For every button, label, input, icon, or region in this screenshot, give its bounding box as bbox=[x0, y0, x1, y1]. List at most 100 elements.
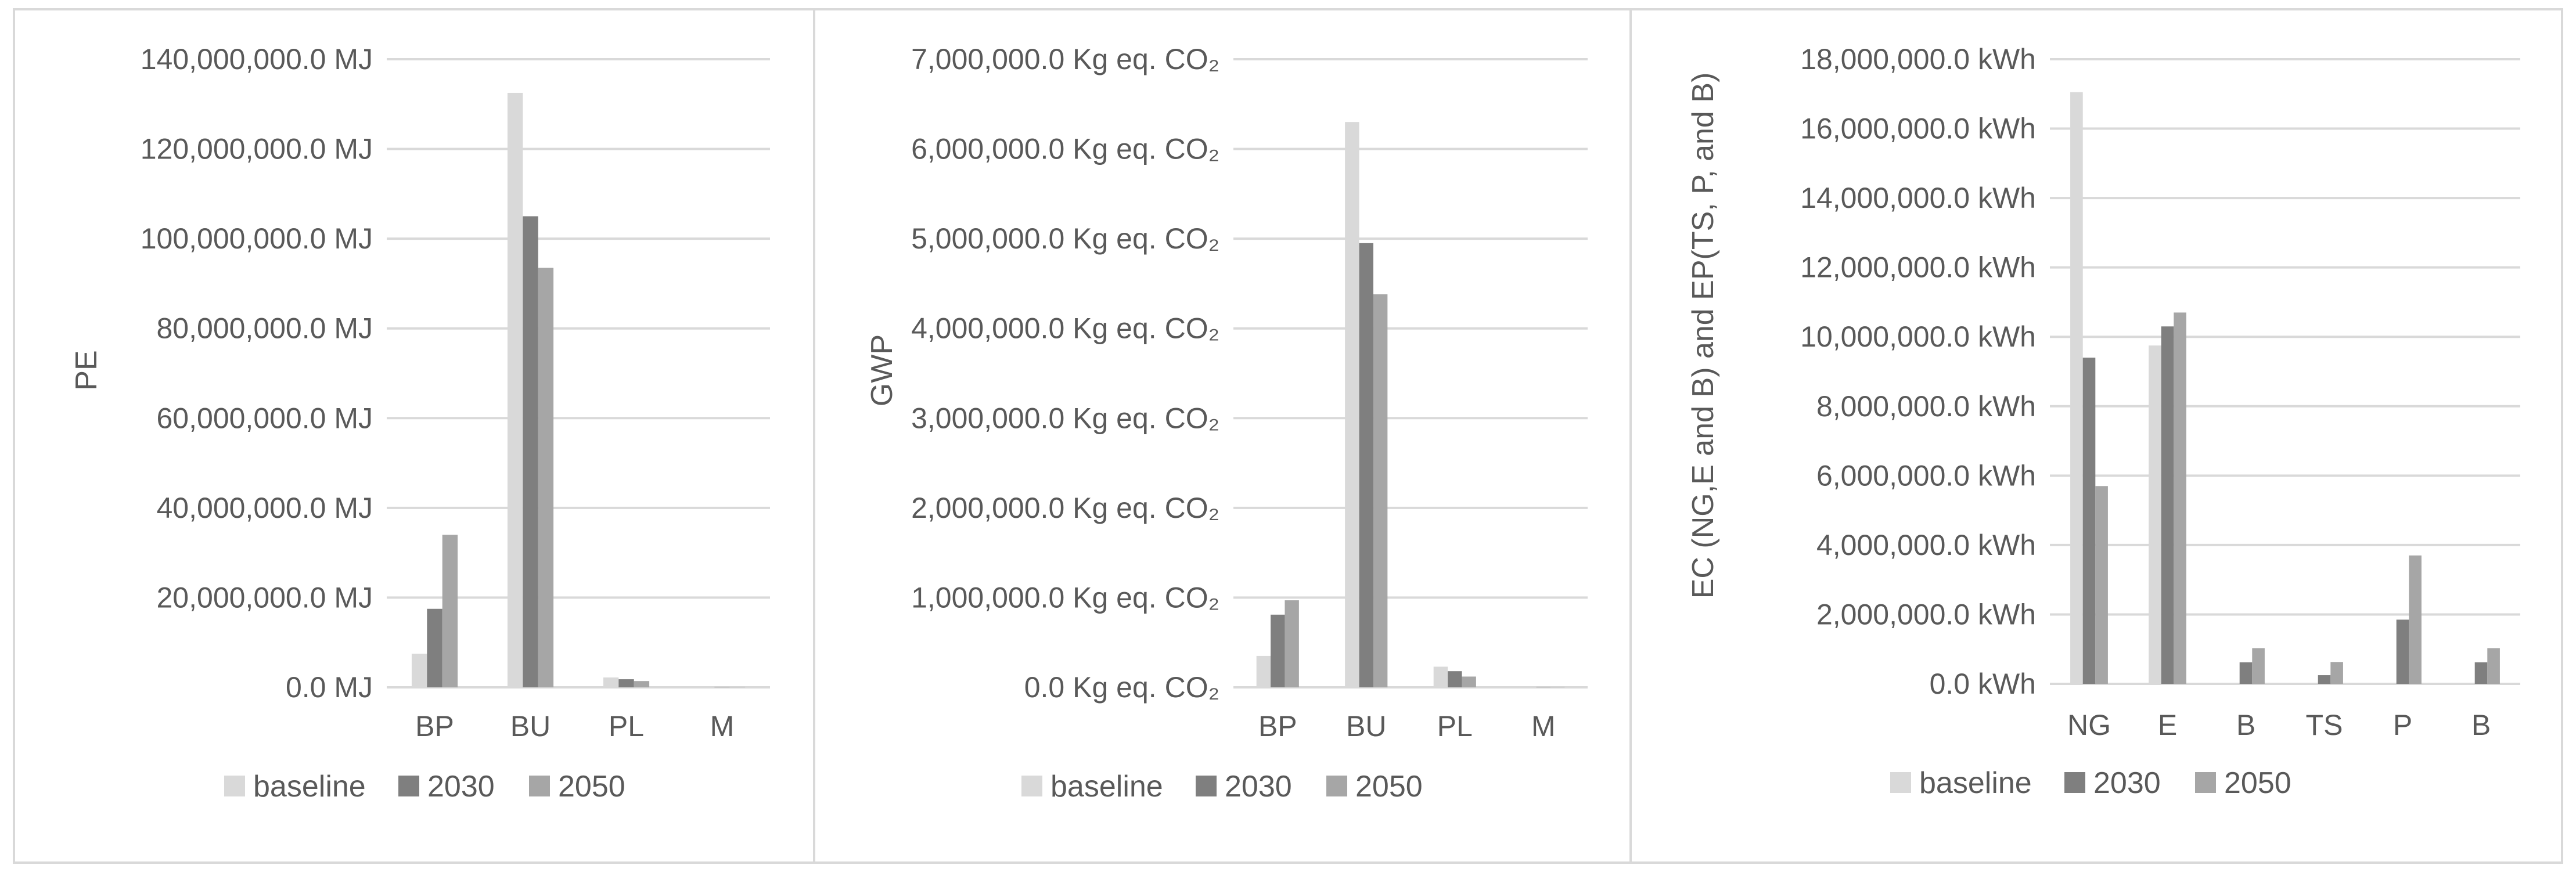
legend-swatch-baseline bbox=[1890, 772, 1911, 793]
legend-label-2050: 2050 bbox=[2224, 766, 2291, 800]
y-tick-label: 6,000,000.0 Kg eq. CO₂ bbox=[911, 133, 1219, 165]
y-tick-label: 4,000,000.0 Kg eq. CO₂ bbox=[911, 312, 1219, 345]
x-tick-label: B bbox=[2236, 709, 2255, 741]
y-tick-label: 60,000,000.0 MJ bbox=[157, 402, 373, 434]
ec-ep-chart: EC (NG,E and B) and EP(TS, P, and B) 0.0… bbox=[1686, 43, 2520, 800]
y-tick-label: 80,000,000.0 MJ bbox=[157, 312, 373, 345]
y-axis-title: GWP bbox=[865, 334, 899, 406]
bar-2050-e bbox=[2174, 312, 2186, 684]
y-tick-label: 0.0 MJ bbox=[286, 671, 373, 704]
y-tick-label: 2,000,000.0 Kg eq. CO₂ bbox=[911, 492, 1219, 524]
x-tick-label: NG bbox=[2067, 709, 2111, 741]
bar-baseline-m bbox=[699, 686, 715, 687]
y-tick-label: 4,000,000.0 kWh bbox=[1816, 529, 2036, 561]
bar-2030-b bbox=[2239, 662, 2253, 684]
bar-2030-bp bbox=[427, 608, 442, 687]
bar-2050-b bbox=[2487, 648, 2500, 684]
legend-label-2030: 2030 bbox=[427, 770, 495, 803]
x-tick-label: P bbox=[2393, 709, 2412, 741]
y-tick-label: 8,000,000.0 kWh bbox=[1816, 390, 2036, 423]
y-tick-label: 5,000,000.0 Kg eq. CO₂ bbox=[911, 222, 1219, 255]
x-tick-label: BU bbox=[1346, 710, 1386, 742]
x-tick-label: BP bbox=[415, 710, 454, 742]
legend-label-2050: 2050 bbox=[1355, 770, 1423, 803]
y-tick-label: 6,000,000.0 kWh bbox=[1816, 459, 2036, 492]
pe-chart: PE 0.0 MJ 20,000,000.0 MJ 40,000,000.0 MJ 6… bbox=[70, 43, 770, 803]
bar-baseline-m bbox=[1522, 686, 1537, 687]
y-tick-label: 140,000,000.0 MJ bbox=[141, 43, 373, 75]
legend-label-baseline: baseline bbox=[253, 770, 366, 803]
bar-2030-bp bbox=[1271, 614, 1285, 687]
x-tick-label: PL bbox=[1437, 710, 1473, 742]
bar-baseline-bu bbox=[507, 92, 523, 688]
bar-2030-b bbox=[2474, 662, 2488, 684]
legend-swatch-baseline bbox=[224, 776, 245, 796]
y-tick-label: 100,000,000.0 MJ bbox=[141, 222, 373, 255]
y-tick-label: 3,000,000.0 Kg eq. CO₂ bbox=[911, 402, 1219, 434]
chart-panel-gwp: GWP 0.0 Kg eq. CO₂ 1,000,000.0 Kg eq. CO₂… bbox=[813, 8, 1632, 864]
bar-2030-ts bbox=[2318, 675, 2331, 684]
bar-2050-pl bbox=[634, 681, 650, 687]
bar-baseline-e bbox=[2149, 345, 2161, 684]
x-tick-label: TS bbox=[2306, 709, 2343, 741]
gwp-chart: GWP 0.0 Kg eq. CO₂ 1,000,000.0 Kg eq. CO₂… bbox=[865, 43, 1588, 803]
y-tick-label: 14,000,000.0 kWh bbox=[1800, 182, 2036, 214]
y-axis-title: PE bbox=[70, 350, 103, 390]
bar-2050-pl bbox=[1462, 676, 1476, 687]
legend-label-baseline: baseline bbox=[1050, 770, 1163, 803]
bar-2050-ng bbox=[2095, 486, 2108, 684]
legend-swatch-baseline bbox=[1021, 776, 1042, 796]
bar-baseline-bp bbox=[1256, 655, 1271, 687]
legend-swatch-2050 bbox=[529, 776, 550, 796]
y-tick-label: 16,000,000.0 kWh bbox=[1800, 113, 2036, 145]
y-tick-label: 0.0 Kg eq. CO₂ bbox=[1024, 671, 1219, 704]
bar-baseline-bp bbox=[411, 654, 427, 687]
legend-label-2050: 2050 bbox=[558, 770, 625, 803]
bar-2030-e bbox=[2161, 326, 2174, 684]
bar-baseline-bu bbox=[1345, 122, 1359, 687]
y-tick-label: 10,000,000.0 kWh bbox=[1800, 320, 2036, 353]
bar-2050-p bbox=[2409, 555, 2422, 684]
y-axis-title: EC (NG,E and B) and EP(TS, P, and B) bbox=[1686, 73, 1720, 599]
legend-swatch-2030 bbox=[398, 776, 419, 796]
x-tick-label: M bbox=[710, 710, 735, 742]
bar-2030-bu bbox=[523, 216, 538, 687]
x-tick-label: B bbox=[2471, 709, 2491, 741]
y-tick-label: 20,000,000.0 MJ bbox=[157, 581, 373, 614]
y-tick-label: 12,000,000.0 kWh bbox=[1800, 251, 2036, 284]
legend-label-2030: 2030 bbox=[2093, 766, 2161, 800]
legend-label-2030: 2030 bbox=[1225, 770, 1292, 803]
bar-baseline-pl bbox=[1433, 666, 1448, 687]
legend-swatch-2050 bbox=[2195, 772, 2216, 793]
bar-2030-pl bbox=[618, 679, 634, 687]
bar-baseline-ng bbox=[2070, 92, 2083, 684]
y-tick-label: 120,000,000.0 MJ bbox=[141, 133, 373, 165]
bar-baseline-pl bbox=[603, 677, 619, 687]
bar-2030-pl bbox=[1448, 671, 1462, 687]
bar-2030-ng bbox=[2082, 358, 2096, 684]
y-tick-label: 1,000,000.0 Kg eq. CO₂ bbox=[911, 581, 1219, 614]
y-tick-label: 40,000,000.0 MJ bbox=[157, 492, 373, 524]
bar-2050-bu bbox=[1373, 294, 1388, 687]
x-tick-label: PL bbox=[609, 710, 644, 742]
y-tick-label: 18,000,000.0 kWh bbox=[1800, 43, 2036, 75]
bar-2050-ts bbox=[2330, 662, 2343, 684]
chart-panel-ec-ep: EC (NG,E and B) and EP(TS, P, and B) 0.0… bbox=[1629, 8, 2563, 864]
legend-label-baseline: baseline bbox=[1919, 766, 2032, 800]
bar-2050-bp bbox=[1285, 600, 1299, 687]
bar-2030-p bbox=[2396, 619, 2409, 684]
y-tick-label: 7,000,000.0 Kg eq. CO₂ bbox=[911, 43, 1219, 75]
bar-2030-bu bbox=[1359, 243, 1373, 687]
legend-swatch-2030 bbox=[1196, 776, 1217, 796]
bar-2050-bp bbox=[442, 535, 458, 687]
legend-swatch-2050 bbox=[1326, 776, 1347, 796]
x-tick-label: M bbox=[1531, 710, 1556, 742]
x-tick-label: BP bbox=[1258, 710, 1297, 742]
legend-swatch-2030 bbox=[2064, 772, 2085, 793]
x-tick-label: E bbox=[2158, 709, 2177, 741]
chart-panel-pe: PE 0.0 MJ 20,000,000.0 MJ 40,000,000.0 MJ 6… bbox=[13, 8, 815, 864]
bar-2050-b bbox=[2252, 648, 2265, 684]
bar-2050-bu bbox=[538, 268, 554, 688]
y-tick-label: 2,000,000.0 kWh bbox=[1816, 598, 2036, 630]
y-tick-label: 0.0 kWh bbox=[1930, 668, 2036, 700]
